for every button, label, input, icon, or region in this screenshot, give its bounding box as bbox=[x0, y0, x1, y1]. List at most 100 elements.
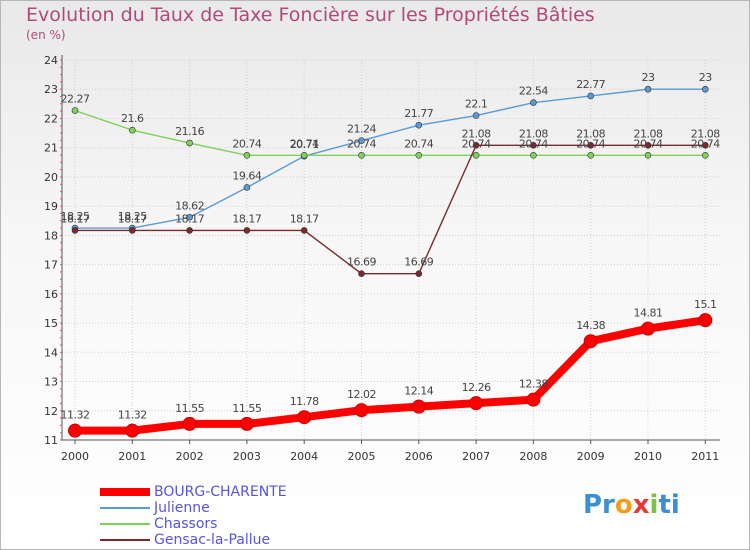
series-line-1 bbox=[74, 88, 706, 229]
data-point bbox=[472, 112, 480, 119]
data-point bbox=[186, 139, 193, 147]
data-point bbox=[644, 151, 652, 159]
data-point bbox=[530, 142, 537, 149]
y-axis-unit-label: (en %) bbox=[26, 28, 66, 42]
data-point bbox=[641, 321, 655, 336]
x-tick-label: 2001 bbox=[118, 450, 146, 463]
data-point bbox=[701, 142, 709, 149]
data-label: 19.64 bbox=[232, 169, 261, 182]
x-tick-label: 2002 bbox=[176, 450, 204, 463]
data-point bbox=[300, 151, 308, 159]
y-tick-label: 13 bbox=[44, 376, 58, 389]
data-point bbox=[415, 121, 423, 129]
x-tick-label: 2006 bbox=[405, 450, 433, 463]
data-label: 21.08 bbox=[576, 127, 605, 140]
proxiti-logo: Proxiti bbox=[583, 490, 680, 520]
data-point bbox=[243, 227, 251, 234]
data-label: 12.38 bbox=[519, 378, 548, 391]
legend-item: BOURG-CHARENTE bbox=[100, 484, 287, 500]
x-tick-label: 2011 bbox=[691, 450, 719, 463]
data-label: 18.17 bbox=[232, 212, 261, 225]
data-label: 20.74 bbox=[347, 137, 376, 150]
data-label: 18.25 bbox=[118, 210, 147, 223]
y-tick-label: 17 bbox=[44, 259, 58, 272]
data-point bbox=[583, 334, 598, 349]
data-point bbox=[472, 142, 480, 149]
legend-label: Chassors bbox=[154, 516, 218, 532]
logo-letter: o bbox=[614, 490, 633, 520]
data-point bbox=[68, 423, 82, 438]
data-label: 22.54 bbox=[519, 85, 548, 98]
data-label: 20.74 bbox=[634, 137, 663, 150]
data-point bbox=[300, 227, 308, 234]
data-point bbox=[71, 227, 79, 234]
data-point bbox=[587, 142, 595, 149]
data-label: 22.1 bbox=[465, 98, 488, 111]
chart-title: Evolution du Taux de Taxe Foncière sur l… bbox=[26, 4, 595, 26]
data-label: 21.08 bbox=[634, 127, 663, 140]
legend-swatch bbox=[100, 523, 150, 525]
data-label: 11.55 bbox=[175, 402, 204, 415]
data-point bbox=[129, 126, 136, 134]
data-label: 18.17 bbox=[175, 212, 204, 225]
legend-swatch bbox=[100, 539, 150, 541]
data-point bbox=[239, 416, 254, 431]
data-label: 21.24 bbox=[347, 123, 376, 136]
y-tick-label: 22 bbox=[44, 112, 58, 125]
y-tick-label: 14 bbox=[44, 346, 58, 359]
data-label: 14.38 bbox=[576, 319, 605, 332]
legend-label: Julienne bbox=[154, 500, 210, 516]
chart-legend: BOURG-CHARENTE Julienne Chassors Gensac-la-… bbox=[100, 484, 287, 548]
y-tick-label: 11 bbox=[44, 434, 58, 447]
data-label: 18.17 bbox=[290, 212, 319, 225]
data-label: 20.74 bbox=[691, 137, 720, 150]
data-label: 15.1 bbox=[694, 298, 717, 311]
y-tick-label: 24 bbox=[44, 54, 58, 67]
data-label: 23 bbox=[699, 71, 712, 84]
y-tick-label: 20 bbox=[44, 171, 58, 184]
x-tick-label: 2009 bbox=[577, 450, 605, 463]
legend-swatch bbox=[100, 488, 150, 496]
legend-label: BOURG-CHARENTE bbox=[154, 484, 287, 500]
y-tick-label: 16 bbox=[44, 288, 58, 301]
data-point bbox=[71, 107, 79, 114]
data-point bbox=[587, 151, 595, 159]
y-tick-label: 18 bbox=[44, 229, 58, 242]
data-point bbox=[472, 151, 480, 159]
data-label: 21.08 bbox=[462, 127, 491, 140]
data-point bbox=[243, 184, 251, 191]
x-tick-label: 2003 bbox=[233, 450, 261, 463]
data-point bbox=[182, 416, 197, 431]
legend-item: Chassors bbox=[100, 516, 287, 532]
data-label: 20.71 bbox=[290, 138, 319, 151]
data-label: 11.32 bbox=[118, 409, 147, 422]
x-tick-label: 2008 bbox=[519, 450, 547, 463]
logo-letter: Pr bbox=[583, 490, 615, 520]
y-tick-label: 15 bbox=[44, 317, 58, 330]
data-point bbox=[701, 85, 709, 93]
data-point bbox=[415, 270, 423, 277]
series-line-3 bbox=[74, 144, 706, 275]
data-point bbox=[297, 410, 312, 425]
data-label: 16.69 bbox=[404, 256, 433, 269]
data-label: 14.81 bbox=[634, 307, 663, 320]
data-label: 21.08 bbox=[691, 127, 720, 140]
data-label: 20.74 bbox=[519, 137, 548, 150]
data-label: 20.74 bbox=[462, 137, 491, 150]
data-point bbox=[354, 403, 369, 418]
data-point bbox=[186, 227, 193, 234]
data-label: 20.74 bbox=[576, 137, 605, 150]
data-label: 20.74 bbox=[290, 137, 319, 150]
x-tick-label: 2005 bbox=[348, 450, 376, 463]
data-label: 20.74 bbox=[232, 137, 261, 150]
data-label: 18.25 bbox=[61, 210, 90, 223]
data-label: 12.02 bbox=[347, 388, 376, 401]
x-tick-label: 2000 bbox=[61, 450, 89, 463]
data-point bbox=[125, 423, 140, 438]
data-point bbox=[358, 270, 365, 277]
data-label: 21.77 bbox=[404, 107, 433, 120]
data-point bbox=[587, 92, 595, 100]
data-label: 22.27 bbox=[61, 93, 90, 106]
data-point bbox=[644, 142, 652, 149]
series-line-2 bbox=[74, 109, 706, 156]
